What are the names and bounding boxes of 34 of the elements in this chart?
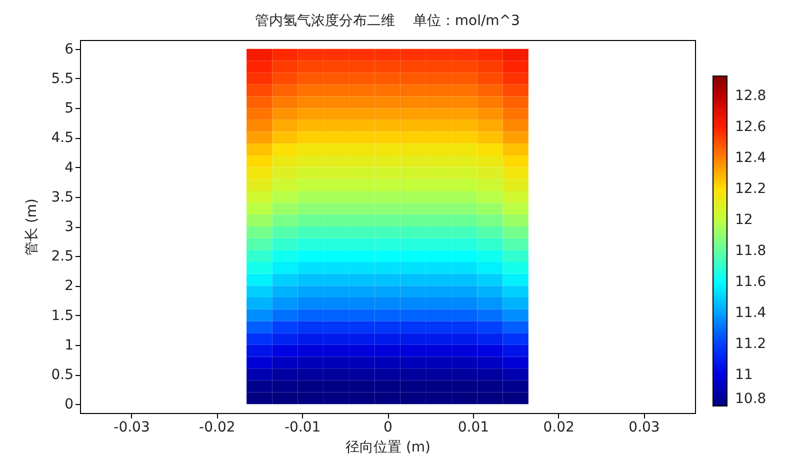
color-bar-label: 12.6: [735, 119, 766, 136]
y-tick-label: 6: [64, 41, 74, 58]
x-tick-label: 0: [384, 420, 392, 436]
y-tick-label: 5.5: [51, 70, 74, 87]
color-bar-label: 11.8: [735, 243, 766, 260]
y-tick-label: 3: [64, 219, 74, 235]
y-tick-label: 3.5: [51, 189, 74, 206]
y-tick-label: 0: [64, 396, 74, 413]
y-tick-label: 4: [64, 160, 74, 176]
x-axis-title: 径向位置 (m): [345, 440, 431, 456]
y-tick-label: 0.5: [51, 367, 74, 384]
y-tick-label: 5: [64, 100, 74, 117]
x-tick-label: 0.02: [543, 420, 574, 436]
color-bar-label: 11.4: [735, 305, 766, 322]
y-axis-title: 管长 (m): [24, 198, 40, 256]
x-tick-label: -0.02: [199, 420, 236, 436]
x-tick-label: 0.03: [628, 420, 660, 436]
color-bar-label: 10.8: [735, 391, 766, 407]
y-tick-label: 1.5: [51, 308, 74, 324]
color-bar-label: 12.8: [735, 88, 766, 104]
x-tick-label: -0.03: [114, 420, 150, 436]
color-bar-label: 12: [735, 212, 753, 228]
y-tick-label: 2.5: [51, 248, 74, 265]
chart-title: 管内氢气浓度分布二维 单位：mol/m^3: [255, 13, 520, 29]
color-bar-label: 12.4: [735, 150, 766, 166]
x-tick-label: -0.01: [284, 420, 321, 436]
color-bar-label: 11.2: [735, 336, 766, 352]
y-tick-label: 2: [64, 278, 74, 294]
color-bar-label: 11.6: [735, 274, 766, 290]
color-bar-label: 11: [735, 367, 753, 384]
x-tick-label: 0.01: [458, 420, 490, 436]
y-tick-label: 4.5: [51, 130, 74, 146]
y-tick-label: 1: [64, 337, 74, 354]
color-bar-label: 12.2: [735, 181, 766, 198]
